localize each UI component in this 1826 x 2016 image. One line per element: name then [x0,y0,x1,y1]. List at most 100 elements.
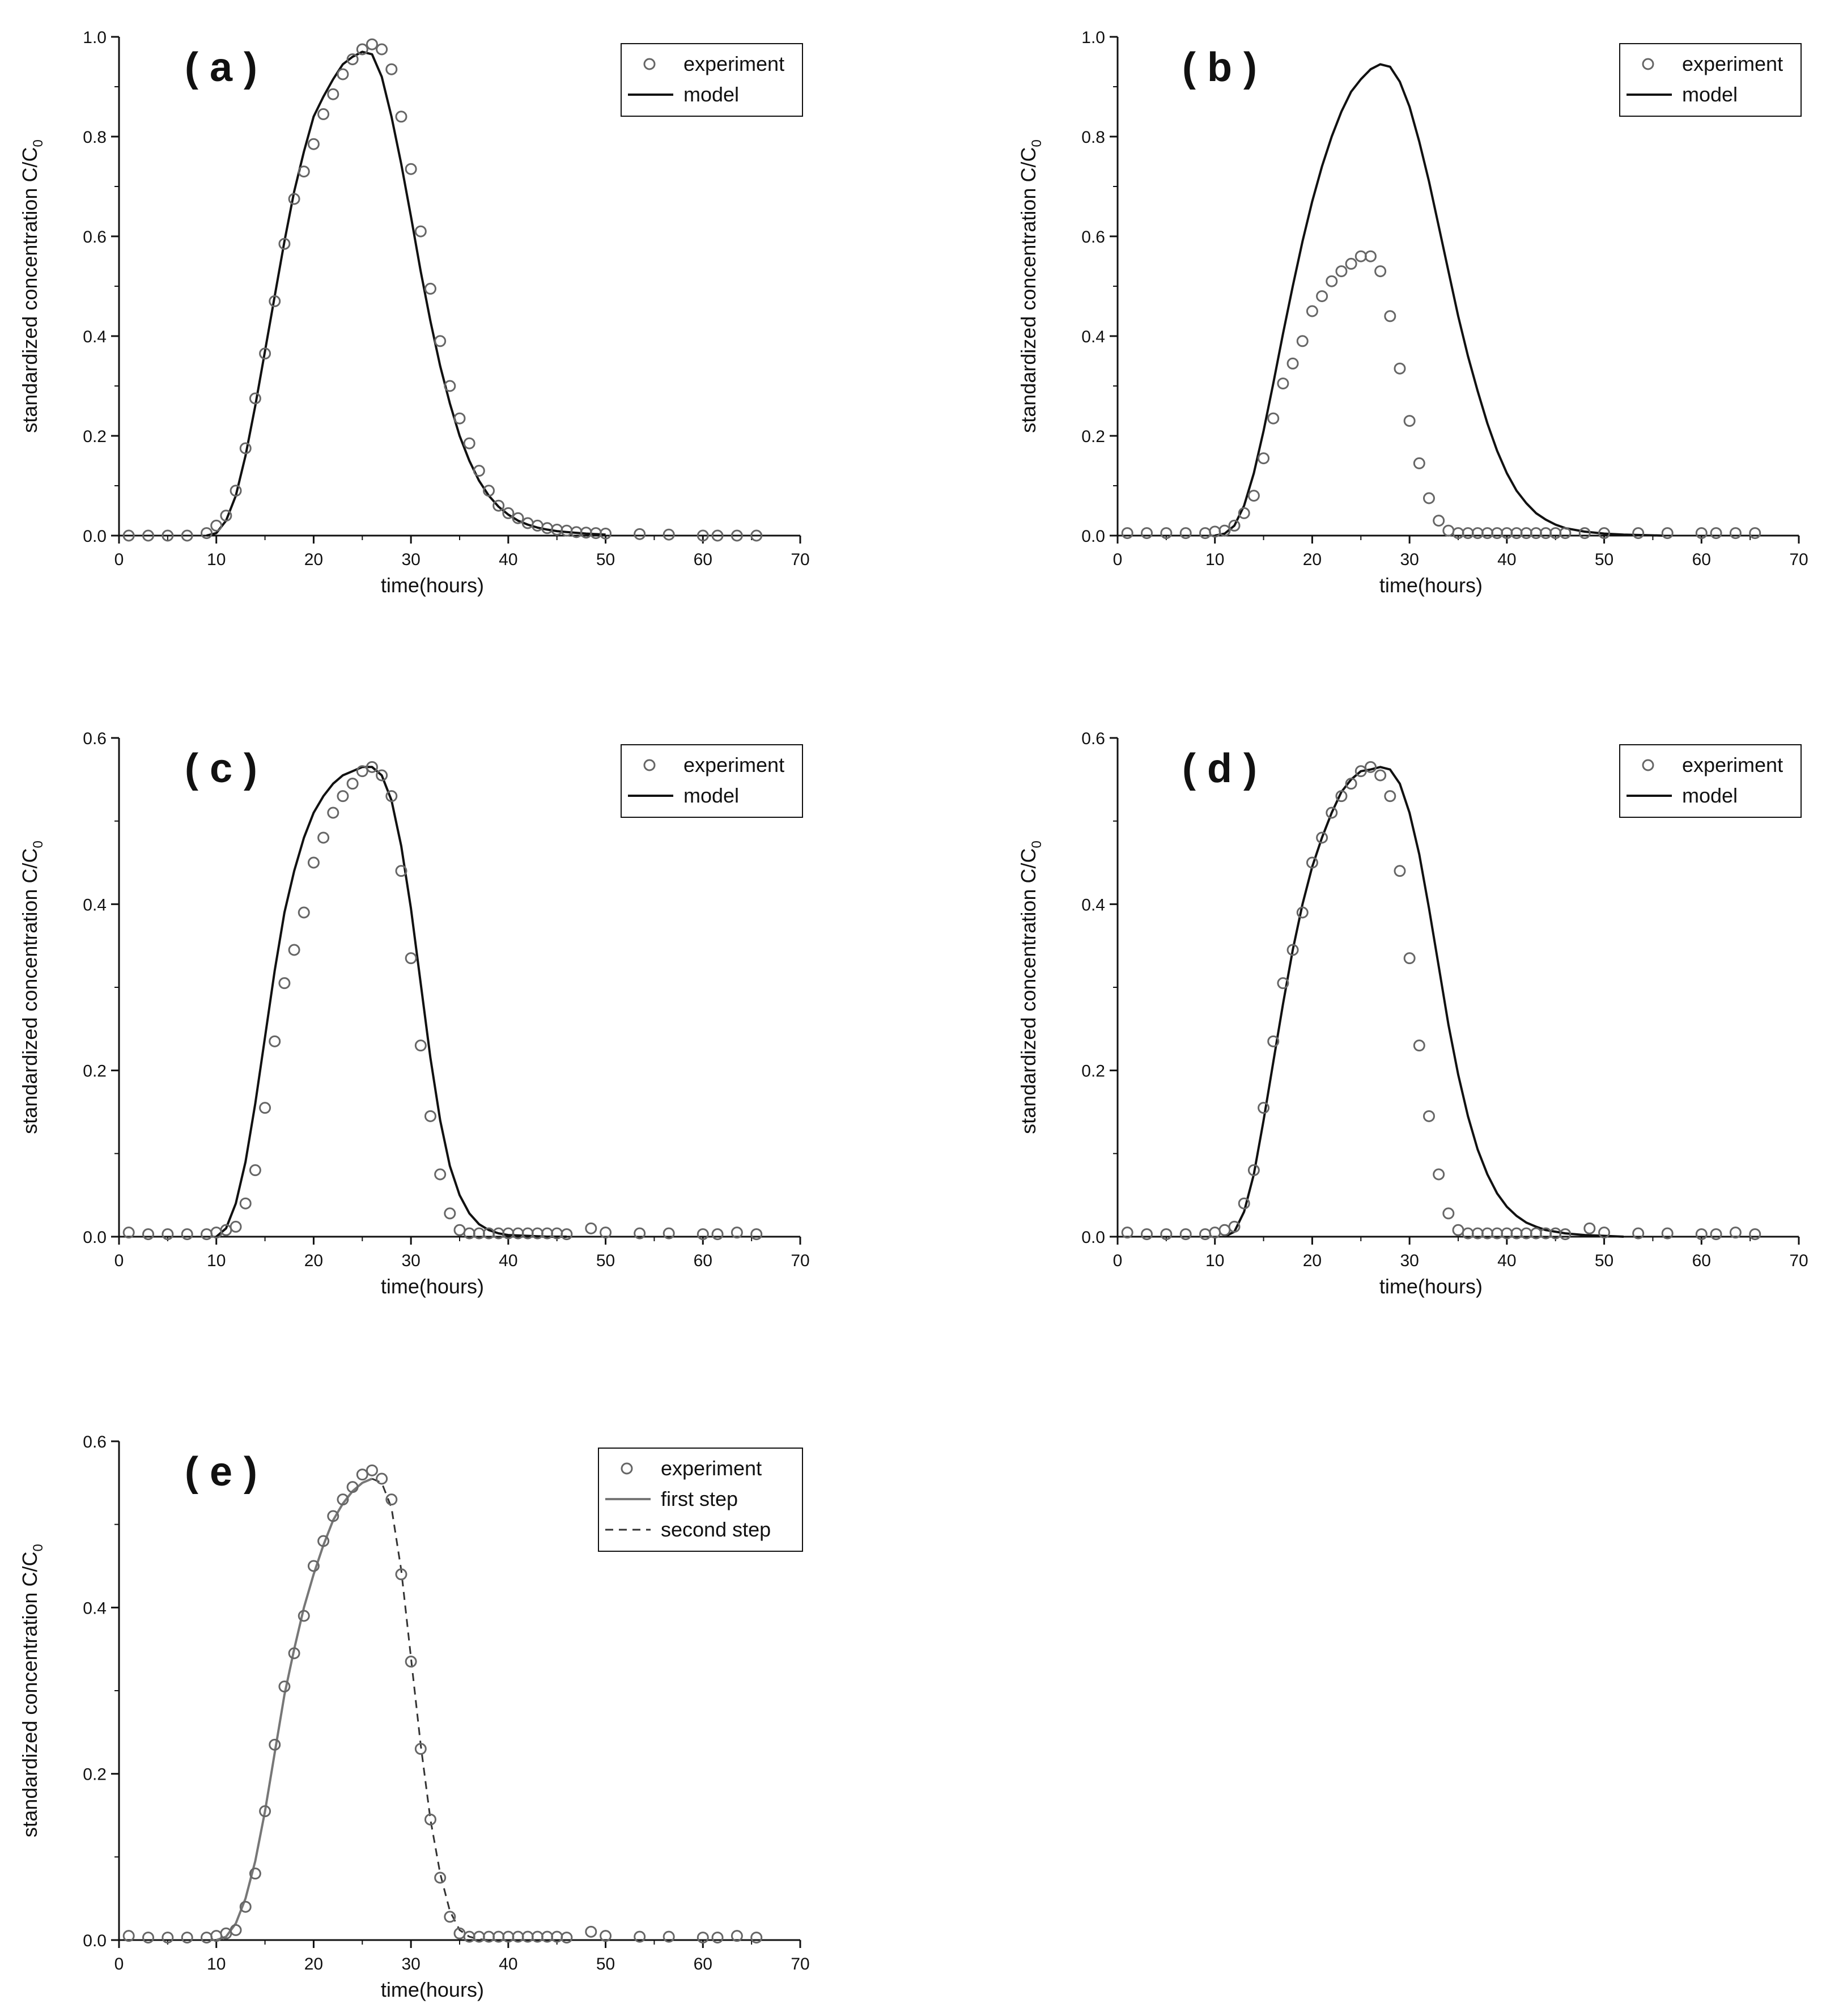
y-tick-label: 0.4 [1081,328,1105,346]
data-point [337,68,349,80]
chart-panel-3: 0 10 20 30 40 50 60 70 0.0 0.2 0.4 0.6 time(hours) st… [18,729,810,1298]
data-point [366,761,378,773]
data-point [1354,250,1367,262]
y-axis-label: standardized concentration C/C0 [18,1544,46,1837]
data-point [473,465,485,477]
x-tick-label: 40 [499,1251,517,1270]
legend-label: model [1682,784,1738,807]
data-point [405,163,417,175]
data-point [385,1493,398,1506]
data-point [492,499,505,512]
data-point [600,527,612,540]
data-point [502,507,515,519]
data-point [1442,1207,1455,1220]
data-point [1510,527,1523,540]
data-point [444,1911,456,1923]
y-tick-label: 0.6 [83,228,107,247]
data-point [1326,275,1338,287]
data-point [1403,415,1416,427]
data-point [337,1493,349,1506]
data-point [1179,527,1192,540]
data-point [1661,1227,1674,1240]
data-point [239,1197,252,1209]
data-point [434,335,447,347]
data-point [122,529,135,542]
data-point [1413,1039,1425,1052]
data-point [663,528,675,541]
data-point [201,527,213,540]
y-tick-label: 0.2 [1081,1062,1105,1081]
data-point [1238,1197,1250,1209]
data-point [220,510,232,522]
data-point [142,1932,155,1944]
data-point [249,392,261,405]
x-tick-label: 70 [1789,550,1808,569]
data-point [731,1930,743,1942]
y-tick-label: 0.0 [83,1228,107,1247]
x-tick-label: 10 [1205,550,1224,569]
data-point [1729,527,1742,540]
x-tick-label: 60 [1692,1251,1711,1270]
data-point [395,111,407,123]
y-tick-label: 0.8 [1081,128,1105,147]
data-point [1481,527,1494,540]
y-tick-label: 0.8 [83,128,107,147]
legend-box [621,43,803,117]
data-point [181,1932,193,1944]
data-point [1316,290,1328,303]
data-point [376,1472,388,1485]
data-point [307,1560,320,1572]
x-tick-label: 30 [1400,550,1419,569]
data-point [1491,527,1504,540]
data-point [307,138,320,150]
x-axis-label: time(hours) [1379,1275,1483,1298]
data-point [278,977,291,990]
data-point [600,1930,612,1942]
x-axis-label: time(hours) [381,1978,484,2001]
data-point [1258,452,1270,465]
y-axis-label-subscript: 0 [31,841,46,848]
data-point [1345,257,1357,270]
legend-marker [643,58,656,70]
y-tick-label: 0.4 [83,328,107,346]
series-line-model [215,766,567,1238]
data-point [298,165,310,178]
data-point [1267,412,1280,425]
legend: experiment model [1619,43,1802,117]
data-point [1442,524,1455,537]
data-point [142,529,155,542]
data-point [337,790,349,803]
x-tick-label: 10 [207,1251,226,1270]
data-point [1632,1227,1645,1240]
data-point [278,1680,291,1693]
y-tick-label: 0.2 [1081,427,1105,446]
x-tick-label: 40 [1497,550,1516,569]
x-tick-label: 50 [1595,1251,1613,1270]
data-point [201,1932,213,1944]
x-tick-label: 20 [304,1955,323,1973]
data-point [210,519,223,532]
legend-label: experiment [1682,52,1783,75]
data-point [317,1535,330,1547]
data-point [405,1656,417,1668]
legend-label: experiment [683,52,784,75]
data-point [288,193,300,205]
x-tick-label: 30 [1400,1251,1419,1270]
data-point [201,1228,213,1241]
data-point [1160,527,1173,540]
data-point [239,442,252,455]
legend-marker [643,759,656,771]
y-axis-label-subscript: 0 [1029,841,1044,848]
y-axis-label-subscript: 0 [31,1544,46,1551]
data-point [1433,515,1445,527]
data-point [1394,865,1406,877]
x-tick-label: 20 [1303,1251,1322,1270]
data-point [327,807,339,819]
data-point [162,1932,174,1944]
legend: experiment model [621,744,803,818]
data-point [1374,265,1387,278]
y-axis-label-subscript: 0 [1029,139,1044,147]
x-axis-label: time(hours) [381,574,484,597]
data-point [230,1220,242,1233]
panel-label: ( e ) [185,1449,257,1495]
